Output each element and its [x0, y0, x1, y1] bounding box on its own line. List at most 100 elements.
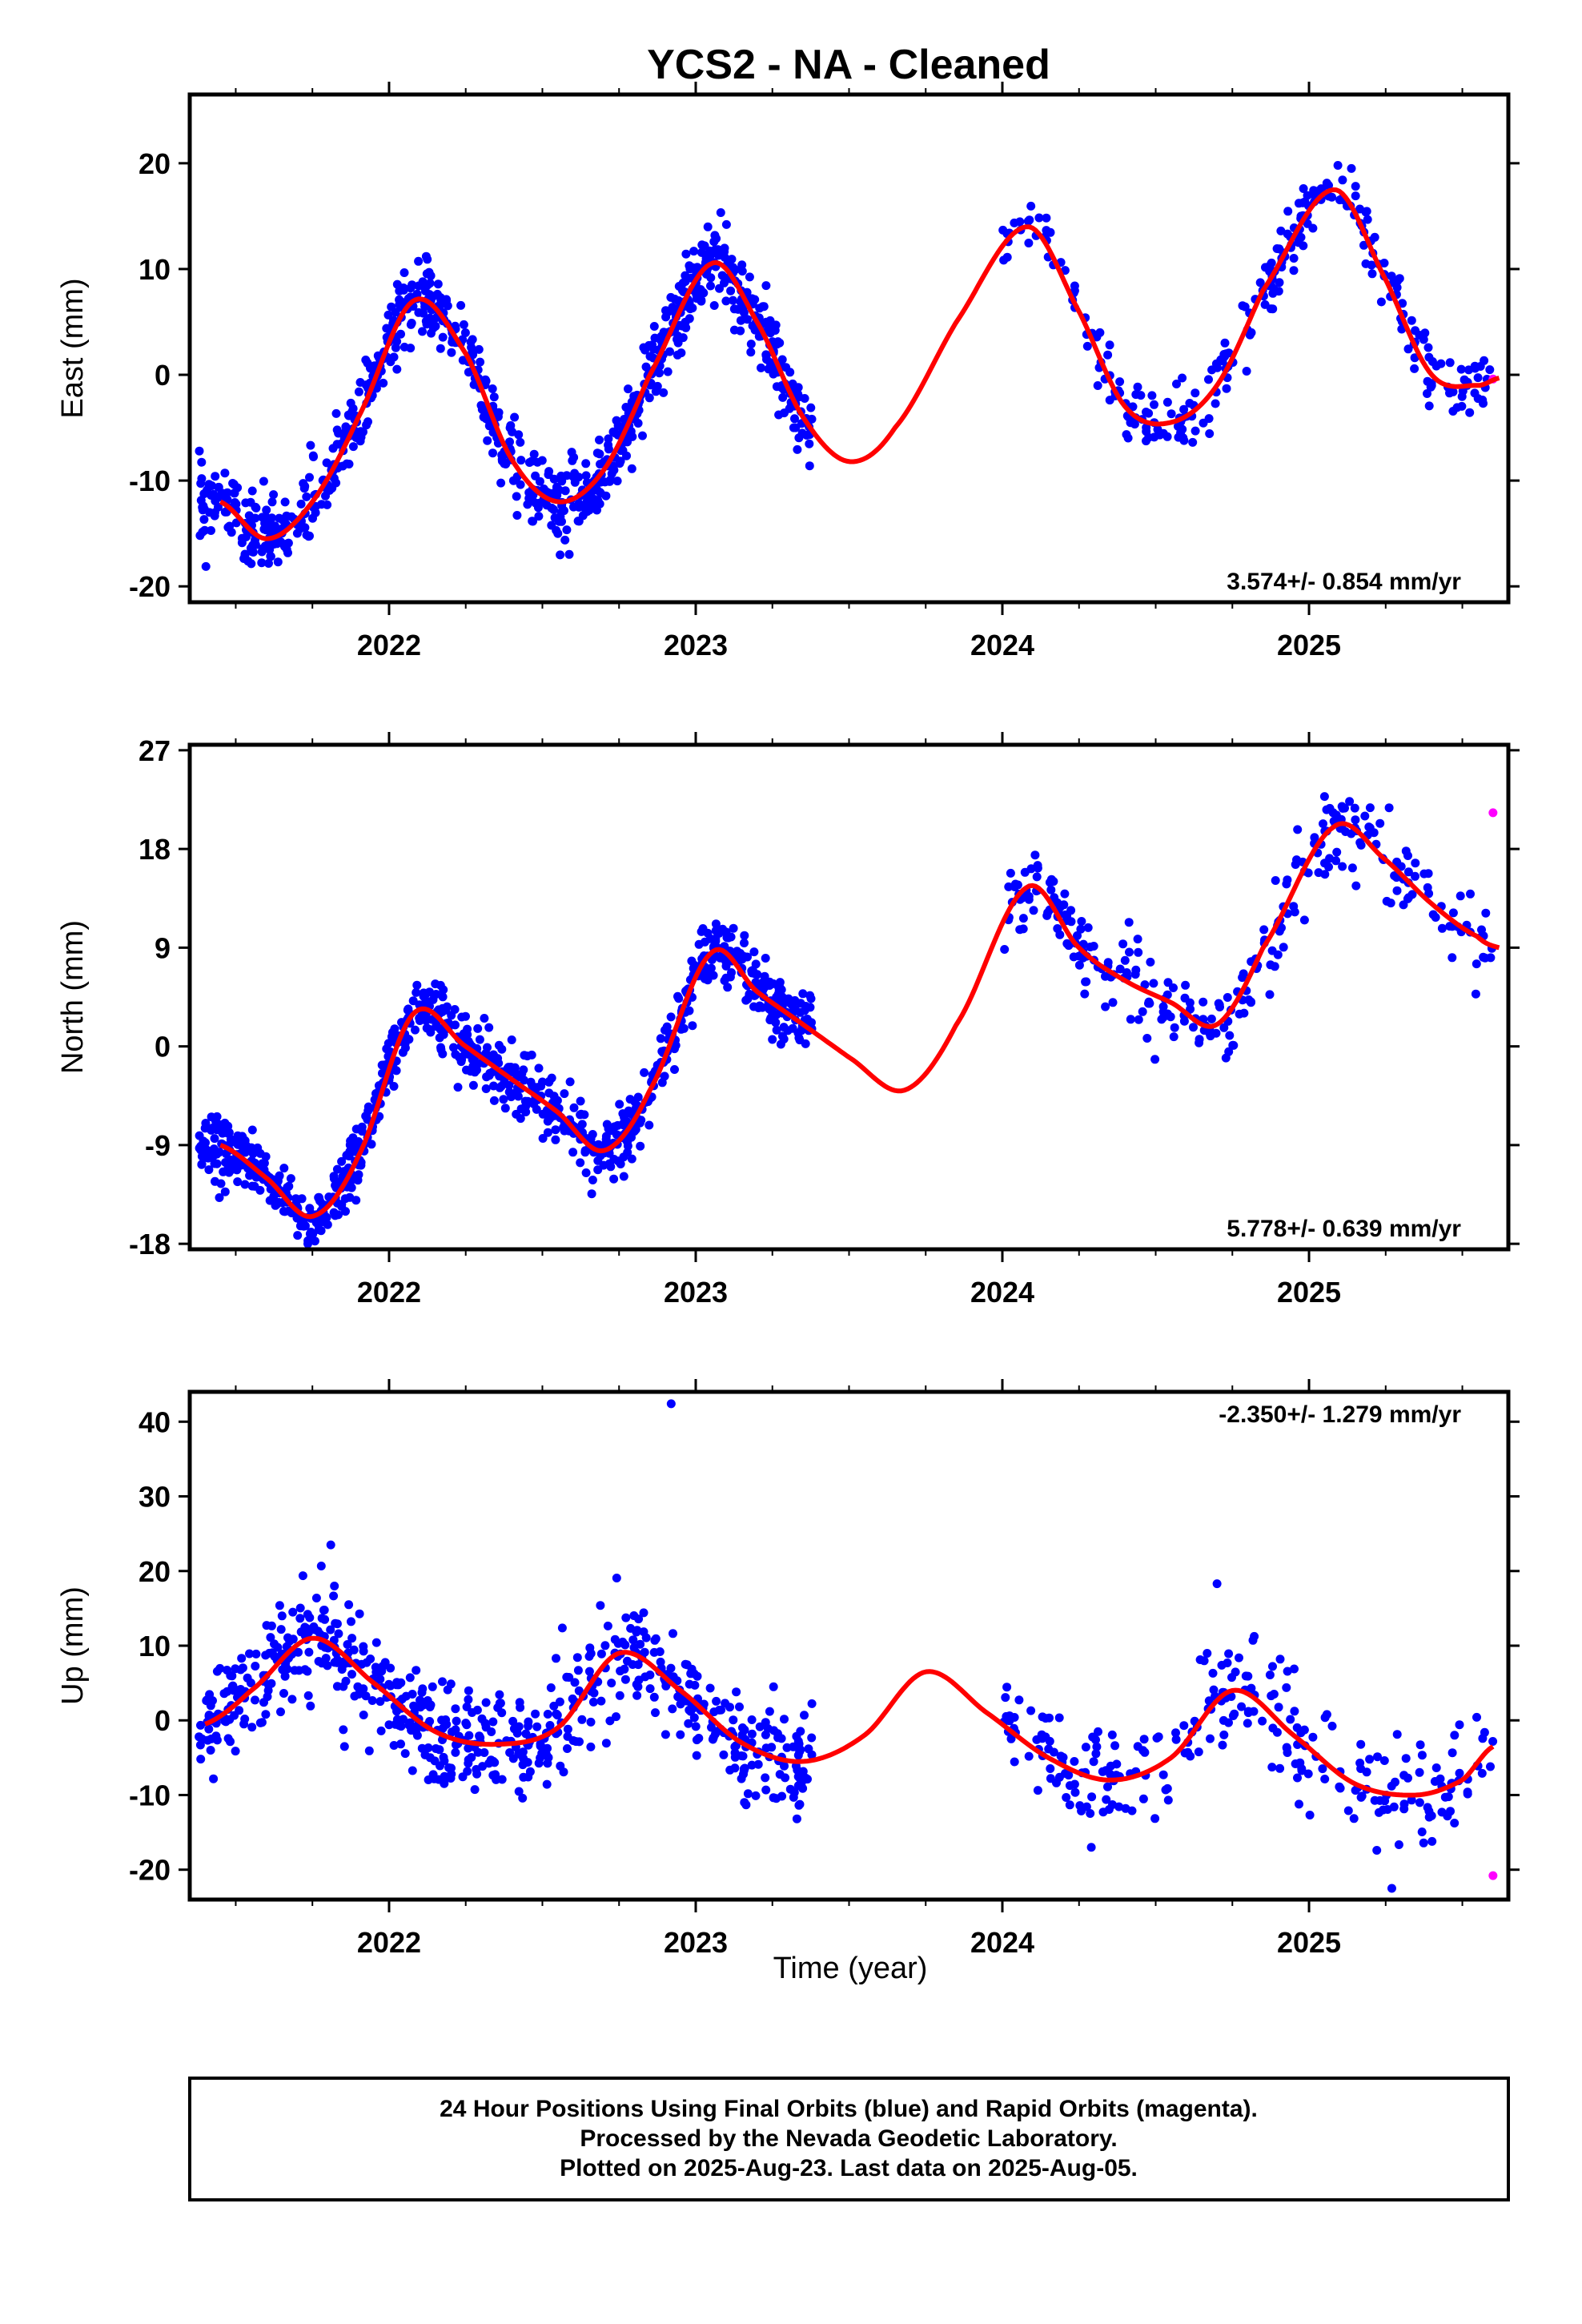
data-point	[519, 1772, 528, 1782]
data-point	[447, 1011, 456, 1020]
data-point	[807, 1733, 817, 1743]
data-point	[1308, 1732, 1318, 1742]
data-point	[497, 1044, 507, 1054]
data-point	[768, 1035, 777, 1044]
data-point	[1077, 917, 1086, 926]
data-point	[621, 1613, 631, 1622]
data-point	[1309, 186, 1319, 195]
x-tick-label: 2024	[970, 629, 1034, 661]
data-point	[282, 539, 291, 549]
data-point	[196, 1720, 205, 1730]
x-tick-label: 2023	[664, 1926, 728, 1959]
data-point	[1282, 1683, 1291, 1692]
data-point	[1140, 980, 1150, 990]
data-point	[743, 952, 752, 962]
x-tick-label: 2025	[1277, 1926, 1341, 1959]
data-point	[423, 255, 432, 264]
data-point	[709, 237, 719, 247]
data-point	[581, 471, 591, 480]
data-point	[1055, 930, 1065, 939]
data-point	[459, 320, 468, 329]
data-point	[1303, 1769, 1313, 1779]
data-point	[689, 1713, 699, 1723]
data-point	[311, 1594, 321, 1602]
data-point	[1174, 432, 1183, 442]
data-point	[775, 1770, 785, 1779]
data-point	[1472, 1712, 1481, 1722]
data-point	[246, 1679, 255, 1687]
data-point	[1101, 1002, 1110, 1011]
data-point	[735, 1702, 744, 1711]
data-point	[1347, 863, 1357, 873]
data-point	[1448, 407, 1458, 416]
data-point	[279, 1164, 289, 1173]
data-point	[1268, 1662, 1277, 1671]
data-point	[636, 1116, 646, 1125]
data-point	[663, 367, 673, 376]
plot-frame	[187, 1389, 1511, 1902]
data-point	[443, 1685, 452, 1695]
data-point	[516, 456, 526, 465]
x-tick-label: 2024	[970, 1276, 1034, 1309]
data-point	[416, 1012, 426, 1022]
data-point	[1046, 885, 1056, 895]
data-point	[1161, 1785, 1170, 1795]
data-point	[1423, 389, 1431, 398]
data-point	[568, 1694, 577, 1703]
data-point	[797, 428, 807, 438]
data-point	[1139, 1735, 1149, 1744]
data-point	[329, 1172, 339, 1181]
y-tick-label: 10	[139, 253, 171, 286]
data-point	[331, 1180, 340, 1190]
data-point	[332, 1619, 342, 1629]
data-point	[1154, 1732, 1163, 1742]
data-point	[518, 1793, 528, 1803]
data-point	[800, 1711, 809, 1720]
data-point	[1419, 1838, 1428, 1848]
data-point	[1399, 1771, 1409, 1780]
data-point	[438, 992, 448, 1002]
data-point	[524, 1721, 533, 1731]
data-point	[573, 1666, 583, 1675]
data-point	[783, 1026, 793, 1035]
data-point	[593, 1156, 603, 1165]
data-point	[481, 376, 491, 386]
data-point	[230, 489, 239, 498]
data-point	[495, 1690, 504, 1699]
data-point	[761, 1785, 771, 1795]
data-point	[1465, 408, 1475, 417]
data-point	[1319, 819, 1327, 829]
data-point	[689, 247, 699, 256]
data-point	[721, 961, 731, 971]
data-point	[1296, 1728, 1306, 1738]
data-point	[363, 358, 372, 368]
data-point	[499, 1095, 508, 1104]
data-point	[1423, 1803, 1432, 1812]
data-point	[751, 1791, 761, 1800]
data-point	[1417, 1751, 1427, 1760]
data-point	[247, 1723, 257, 1732]
data-point	[526, 1077, 536, 1087]
data-point	[468, 348, 477, 357]
data-point	[1480, 356, 1489, 365]
data-point	[412, 980, 422, 990]
data-point	[576, 1096, 585, 1106]
data-point	[560, 1089, 569, 1099]
data-point	[1001, 1693, 1010, 1703]
data-point	[344, 1600, 354, 1610]
data-point	[355, 1609, 364, 1618]
x-axis-label: Time (year)	[773, 1952, 928, 1985]
plot-frame	[187, 742, 1511, 1252]
data-point	[1142, 423, 1151, 432]
data-point	[1124, 918, 1134, 927]
data-point	[757, 363, 765, 372]
data-point	[1024, 239, 1034, 247]
data-point	[1407, 316, 1416, 325]
data-point	[382, 324, 391, 333]
data-point	[1362, 1767, 1371, 1777]
data-point	[737, 267, 747, 276]
data-point	[1150, 1055, 1160, 1064]
data-point	[319, 1606, 328, 1615]
data-point	[195, 1740, 205, 1750]
data-point	[1295, 1758, 1305, 1767]
